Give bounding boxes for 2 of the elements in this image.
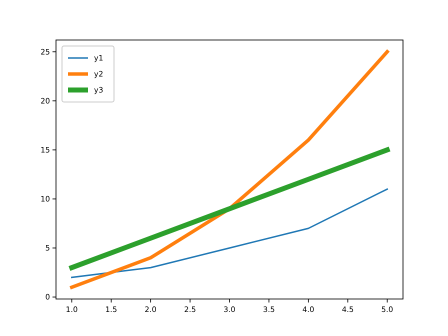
line-series xyxy=(70,50,389,289)
line-series xyxy=(71,188,388,278)
